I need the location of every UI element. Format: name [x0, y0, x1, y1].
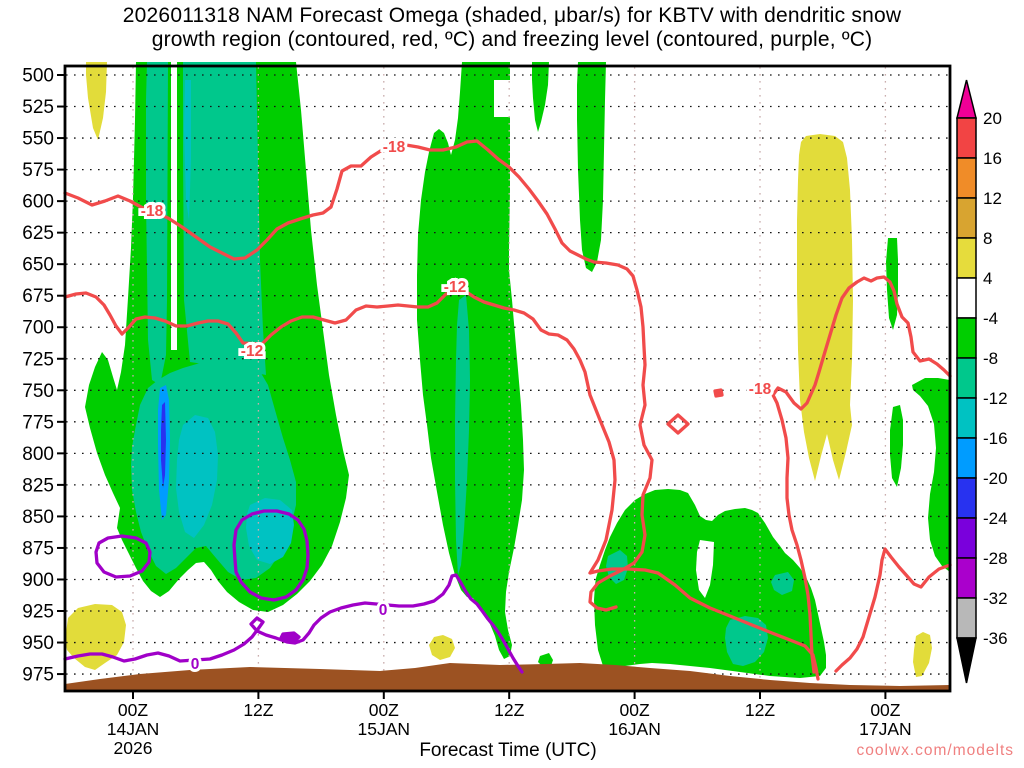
svg-text:950: 950 — [22, 633, 54, 654]
blue-streak — [161, 402, 166, 488]
svg-text:-8: -8 — [983, 349, 998, 368]
svg-text:00Z: 00Z — [620, 700, 650, 720]
svg-text:-12: -12 — [983, 389, 1008, 408]
svg-text:12Z: 12Z — [243, 700, 273, 720]
svg-text:00Z: 00Z — [118, 700, 148, 720]
svg-text:625: 625 — [22, 223, 54, 244]
svg-text:-18: -18 — [383, 139, 406, 156]
svg-text:875: 875 — [22, 538, 54, 559]
green-right-band — [912, 378, 950, 572]
green-v-column — [532, 62, 549, 132]
svg-text:975: 975 — [22, 665, 54, 686]
svg-text:2026: 2026 — [114, 738, 153, 758]
green-mid-column — [417, 62, 524, 659]
svg-text:-32: -32 — [983, 589, 1008, 608]
teal-left-col2 — [183, 62, 266, 375]
green-sliver-b — [890, 405, 903, 487]
contour-lines: -18 -18 -12 -12 -18 0 0 — [63, 136, 952, 681]
svg-text:-18: -18 — [749, 381, 772, 398]
svg-text:925: 925 — [22, 602, 54, 623]
terrain-profile — [65, 663, 950, 690]
svg-text:-20: -20 — [983, 469, 1008, 488]
axes: 500 525 550 575 600 625 650 675 700 725 750 775 800 8… — [22, 64, 952, 758]
green-col-d — [577, 62, 606, 272]
teal-left-col1 — [146, 62, 168, 385]
svg-text:525: 525 — [22, 97, 54, 118]
cyan-streak-top — [184, 80, 191, 220]
yellow-midbottom — [429, 635, 455, 660]
svg-text:0: 0 — [379, 602, 388, 619]
svg-text:12Z: 12Z — [745, 700, 775, 720]
svg-text:16JAN: 16JAN — [608, 719, 661, 739]
shaded-omega-regions — [65, 62, 950, 678]
svg-text:-12: -12 — [444, 279, 466, 296]
green-foot — [538, 653, 553, 667]
teal-mid-sliver — [455, 295, 470, 575]
svg-text:-24: -24 — [983, 509, 1008, 528]
chart-title: 2026011318 NAM Forecast Omega (shaded, μ… — [0, 4, 1024, 52]
svg-text:20: 20 — [983, 109, 1002, 128]
svg-text:12: 12 — [983, 189, 1002, 208]
chart-title-line2: growth region (contoured, red, ºC) and f… — [151, 28, 873, 51]
svg-text:775: 775 — [22, 412, 54, 433]
yellow-right-column — [797, 134, 853, 481]
yellow-topleft — [86, 62, 107, 140]
svg-text:-18: -18 — [141, 203, 164, 220]
yellow-bottomright — [913, 632, 932, 677]
svg-text:-28: -28 — [983, 549, 1008, 568]
svg-text:725: 725 — [22, 349, 54, 370]
svg-text:600: 600 — [22, 192, 54, 213]
yellow-bottomleft — [65, 604, 126, 670]
svg-text:825: 825 — [22, 475, 54, 496]
svg-text:-4: -4 — [983, 309, 998, 328]
svg-text:675: 675 — [22, 286, 54, 307]
cyan-patch-left — [176, 415, 218, 538]
svg-text:575: 575 — [22, 160, 54, 181]
svg-text:-12: -12 — [241, 343, 263, 360]
svg-text:-16: -16 — [983, 429, 1008, 448]
svg-text:00Z: 00Z — [369, 700, 399, 720]
teal-right-2 — [771, 572, 794, 595]
watermark-text: coolwx.com/modelts — [856, 742, 1014, 759]
svg-text:-36: -36 — [983, 629, 1008, 648]
svg-text:00Z: 00Z — [870, 700, 900, 720]
svg-text:550: 550 — [22, 129, 54, 150]
colorbar-over-arrow — [956, 79, 977, 119]
svg-text:900: 900 — [22, 570, 54, 591]
svg-text:8: 8 — [983, 229, 992, 248]
svg-text:500: 500 — [22, 66, 54, 87]
white-notch — [696, 540, 714, 598]
svg-text:15JAN: 15JAN — [358, 719, 411, 739]
svg-text:16: 16 — [983, 149, 1002, 168]
svg-text:12Z: 12Z — [494, 700, 524, 720]
chart-title-line1: 2026011318 NAM Forecast Omega (shaded, μ… — [122, 4, 902, 27]
gridlines — [66, 67, 949, 690]
svg-text:800: 800 — [22, 444, 54, 465]
x-axis-label: Forecast Time (UTC) — [419, 740, 597, 761]
svg-text:0: 0 — [191, 656, 200, 673]
colorbar-under-arrow — [956, 637, 977, 684]
svg-text:14JAN: 14JAN — [107, 719, 160, 739]
colorbar: 20 16 12 8 4 -4 -8 -12 -16 -20 -24 -28 -32 -36 — [956, 79, 1008, 684]
svg-text:850: 850 — [22, 507, 54, 528]
svg-text:17JAN: 17JAN — [859, 719, 912, 739]
svg-text:700: 700 — [22, 318, 54, 339]
svg-text:650: 650 — [22, 255, 54, 276]
svg-text:750: 750 — [22, 381, 54, 402]
svg-text:4: 4 — [983, 269, 992, 288]
